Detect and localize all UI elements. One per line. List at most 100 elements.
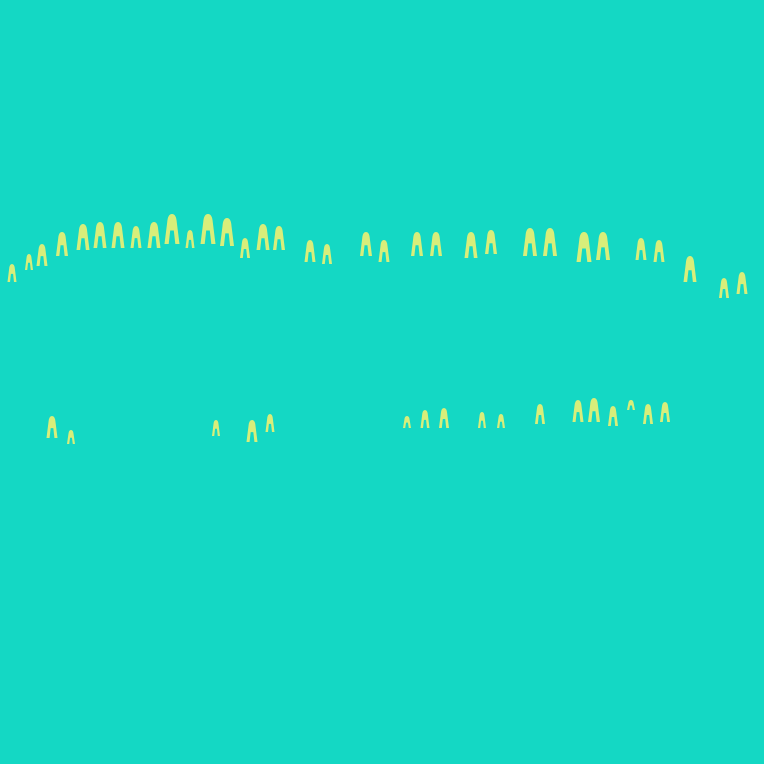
figure-shape [485, 230, 497, 254]
figure-shape [464, 232, 478, 258]
figure-shape [273, 226, 285, 250]
upper-arc-row-figure-icon [56, 232, 68, 256]
figure-shape [322, 244, 332, 264]
figure-shape [430, 232, 442, 256]
figure-shape [420, 410, 430, 428]
figure-shape [411, 232, 423, 256]
figure-shape [596, 232, 610, 260]
figure-shape [46, 416, 58, 438]
figure-shape [627, 400, 635, 410]
lower-row-figure-icon [212, 420, 220, 436]
upper-arc-row-figure-icon [7, 264, 17, 282]
figure-shape [265, 414, 275, 432]
upper-arc-row-figure-icon [683, 256, 697, 282]
figure-shape [212, 420, 220, 436]
figure-shape [185, 230, 195, 248]
figure-shape [130, 226, 142, 248]
upper-arc-row-figure-icon [256, 224, 270, 250]
figure-shape [67, 430, 75, 444]
figure-shape [478, 412, 486, 428]
upper-arc-row-figure-icon [576, 232, 592, 262]
figure-shape [736, 272, 748, 294]
figure-shape [256, 224, 270, 250]
figure-shape [635, 238, 647, 260]
upper-arc-row-figure-icon [543, 228, 557, 256]
figure-shape [643, 404, 653, 424]
lower-row-figure-icon [420, 410, 430, 428]
figure-shape [588, 398, 600, 422]
lower-row-figure-icon [67, 430, 75, 444]
figure-shape [497, 414, 505, 428]
upper-arc-row-figure-icon [25, 254, 33, 270]
figure-shape [535, 404, 545, 424]
lower-row-figure-icon [246, 420, 258, 442]
upper-arc-row-figure-icon [464, 232, 478, 258]
figure-shape [660, 402, 670, 422]
figure-shape [240, 238, 250, 258]
figure-shape [7, 264, 17, 282]
upper-arc-row-figure-icon [653, 240, 665, 262]
figure-shape [56, 232, 68, 256]
lower-row-figure-icon [535, 404, 545, 424]
upper-arc-row-figure-icon [164, 214, 180, 244]
figure-shape [543, 228, 557, 256]
upper-arc-row-figure-icon [596, 232, 610, 260]
upper-arc-row-figure-icon [93, 222, 107, 248]
lower-row-figure-icon [572, 400, 584, 422]
upper-arc-row-figure-icon [76, 224, 90, 250]
upper-arc-row-figure-icon [485, 230, 497, 254]
lower-row-figure-icon [265, 414, 275, 432]
upper-arc-row-figure-icon [240, 238, 250, 258]
figure-shape [200, 214, 216, 244]
figure-shape [378, 240, 390, 262]
lower-row-figure-icon [608, 406, 618, 426]
upper-arc-row-figure-icon [147, 222, 161, 248]
lower-row-figure-icon [478, 412, 486, 428]
upper-arc-row-figure-icon [523, 228, 537, 256]
upper-arc-row-figure-icon [736, 272, 748, 294]
figure-shape [523, 228, 537, 256]
figure-shape [360, 232, 372, 256]
figure-shape [576, 232, 592, 262]
figure-shape [25, 254, 33, 270]
lower-row-figure-icon [627, 400, 635, 410]
figure-shape [304, 240, 316, 262]
upper-arc-row-figure-icon [430, 232, 442, 256]
figure-shape [653, 240, 665, 262]
figure-shape [36, 244, 48, 266]
figure-shape [683, 256, 697, 282]
upper-arc-row-figure-icon [635, 238, 647, 260]
figure-shape [439, 408, 449, 428]
upper-arc-row-figure-icon [273, 226, 285, 250]
lower-row-figure-icon [46, 416, 58, 438]
lower-row-figure-icon [403, 416, 411, 428]
upper-arc-row-figure-icon [220, 218, 234, 246]
figure-shape [572, 400, 584, 422]
upper-arc-row-figure-icon [304, 240, 316, 262]
figure-shape [608, 406, 618, 426]
upper-arc-row-figure-icon [411, 232, 423, 256]
upper-arc-row-figure-icon [378, 240, 390, 262]
upper-arc-row-figure-icon [360, 232, 372, 256]
figure-shape [246, 420, 258, 442]
figure-shape [403, 416, 411, 428]
upper-arc-row-figure-icon [185, 230, 195, 248]
figure-shape [76, 224, 90, 250]
lower-row-figure-icon [643, 404, 653, 424]
lower-row-figure-icon [660, 402, 670, 422]
upper-arc-row-figure-icon [322, 244, 332, 264]
upper-arc-row-figure-icon [719, 278, 729, 298]
figure-shape [111, 222, 125, 248]
figure-shape [220, 218, 234, 246]
upper-arc-row-figure-icon [200, 214, 216, 244]
lower-row-figure-icon [588, 398, 600, 422]
figure-shape [93, 222, 107, 248]
upper-arc-row-figure-icon [111, 222, 125, 248]
lower-row-figure-icon [497, 414, 505, 428]
figure-shape [147, 222, 161, 248]
upper-arc-row-figure-icon [130, 226, 142, 248]
figure-shape [719, 278, 729, 298]
upper-arc-row-figure-icon [36, 244, 48, 266]
